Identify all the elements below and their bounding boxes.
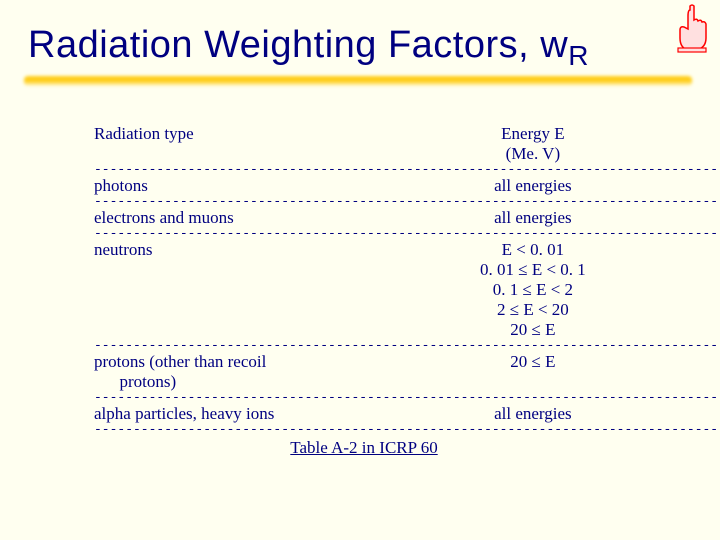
title-underline bbox=[24, 76, 692, 86]
table-separator: ----------------------------------------… bbox=[94, 424, 720, 436]
neutron-wr-values: 5 10 20 10 5 bbox=[674, 240, 720, 340]
pointing-hand-icon bbox=[670, 4, 714, 54]
protons-type: protons (other than recoil protons) bbox=[94, 352, 391, 392]
table-caption: Table A-2 in ICRP 60 bbox=[94, 438, 634, 458]
table-row: photons all energies 1 bbox=[94, 176, 720, 196]
header-radiation-type: Radiation type bbox=[94, 124, 391, 164]
table-row: alpha particles, heavy ions all energies… bbox=[94, 404, 720, 424]
header-wr: wR bbox=[674, 124, 720, 164]
neutron-energy-ranges: E < 0. 01 0. 01 ≤ E < 0. 1 0. 1 ≤ E < 2 … bbox=[391, 240, 674, 340]
table-separator: ----------------------------------------… bbox=[94, 164, 720, 176]
header-energy: Energy E (Me. V) bbox=[391, 124, 674, 164]
table-separator: ----------------------------------------… bbox=[94, 228, 720, 240]
weighting-factors-table: Radiation type Energy E (Me. V) wR -----… bbox=[94, 124, 634, 458]
title-subscript: R bbox=[568, 40, 589, 71]
table-row: neutrons E < 0. 01 0. 01 ≤ E < 0. 1 0. 1… bbox=[94, 240, 720, 340]
title-text: Radiation Weighting Factors, w bbox=[28, 24, 568, 66]
table-row: protons (other than recoil protons) 20 ≤… bbox=[94, 352, 720, 392]
slide-title: Radiation Weighting Factors, wR bbox=[28, 24, 589, 67]
table-separator: ----------------------------------------… bbox=[94, 196, 720, 208]
table-separator: ----------------------------------------… bbox=[94, 340, 720, 352]
table-row: electrons and muons all energies 1 bbox=[94, 208, 720, 228]
table-header-row: Radiation type Energy E (Me. V) wR bbox=[94, 124, 720, 164]
table-separator: ----------------------------------------… bbox=[94, 392, 720, 404]
